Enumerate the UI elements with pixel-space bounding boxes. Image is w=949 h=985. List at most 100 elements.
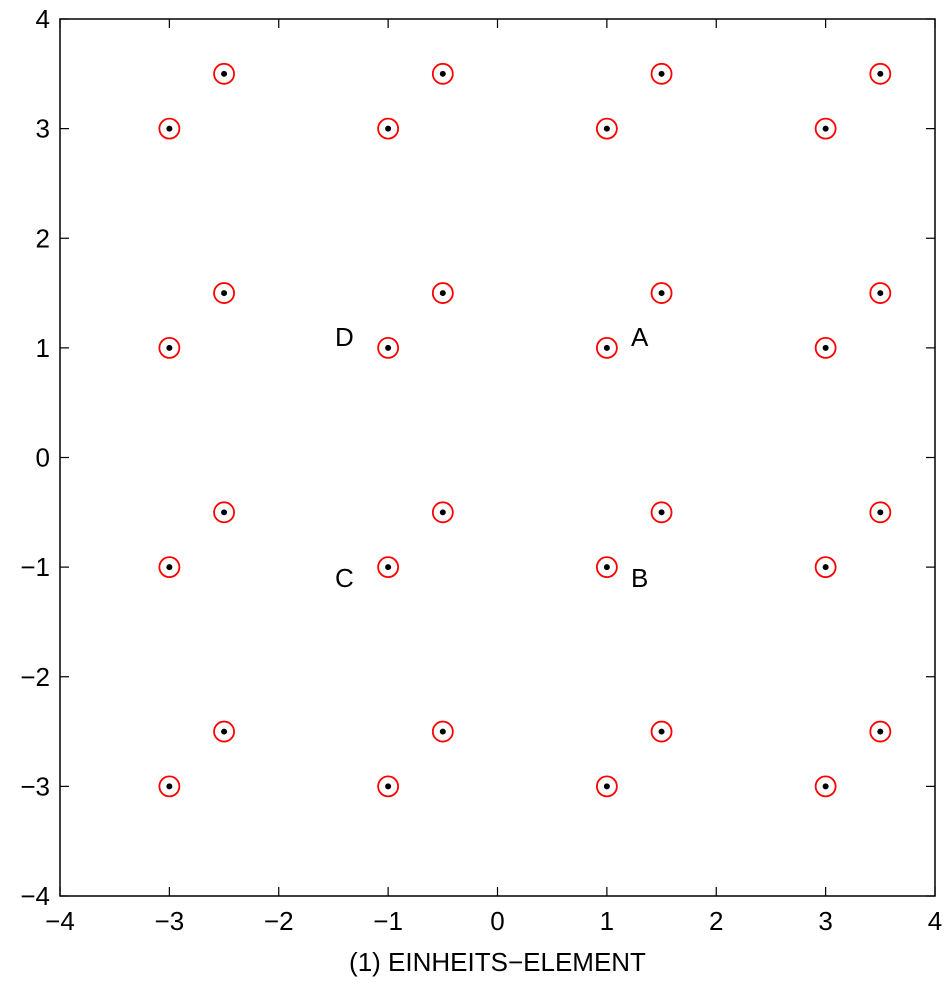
data-point bbox=[650, 62, 673, 85]
data-point bbox=[213, 720, 235, 743]
plot-frame bbox=[59, 18, 936, 897]
point-label-a: A bbox=[631, 322, 649, 352]
data-point bbox=[650, 720, 673, 743]
point-ring bbox=[650, 62, 673, 85]
point-dot bbox=[822, 125, 829, 132]
point-ring bbox=[869, 720, 892, 743]
point-ring bbox=[431, 501, 454, 524]
data-point bbox=[814, 556, 837, 579]
point-dot bbox=[385, 125, 392, 132]
data-point bbox=[213, 62, 235, 85]
point-ring bbox=[869, 501, 892, 524]
data-point bbox=[377, 556, 400, 579]
data-point bbox=[650, 501, 673, 524]
x-tick-label: 2 bbox=[709, 906, 723, 936]
point-ring bbox=[431, 62, 454, 85]
data-point bbox=[814, 117, 837, 140]
point-dot bbox=[822, 344, 829, 351]
data-point bbox=[213, 501, 235, 524]
point-ring bbox=[431, 720, 454, 743]
y-tick-label: −3 bbox=[20, 771, 50, 801]
point-ring bbox=[814, 556, 837, 579]
data-point bbox=[869, 62, 892, 85]
point-ring bbox=[595, 117, 618, 140]
point-ring bbox=[595, 775, 618, 798]
point-ring bbox=[158, 117, 181, 140]
data-point bbox=[869, 720, 892, 743]
x-tick-label: −1 bbox=[373, 906, 403, 936]
y-tick-label: 2 bbox=[36, 223, 50, 253]
data-point bbox=[431, 501, 454, 524]
point-ring bbox=[595, 336, 618, 359]
point-ring bbox=[377, 117, 400, 140]
y-tick-label: 0 bbox=[36, 443, 50, 473]
point-dot bbox=[385, 344, 392, 351]
point-dot bbox=[166, 783, 173, 790]
point-label-b: B bbox=[631, 563, 648, 593]
point-ring bbox=[650, 282, 673, 304]
data-point bbox=[595, 775, 618, 798]
point-dot bbox=[221, 290, 228, 297]
point-ring bbox=[869, 282, 892, 304]
point-ring bbox=[650, 720, 673, 743]
point-ring bbox=[377, 556, 400, 579]
point-label-c: C bbox=[335, 563, 354, 593]
data-point bbox=[158, 775, 181, 798]
data-point bbox=[158, 117, 181, 140]
x-tick-label: −4 bbox=[45, 906, 75, 936]
point-ring bbox=[869, 62, 892, 85]
point-ring bbox=[650, 501, 673, 524]
point-dot bbox=[658, 728, 665, 735]
point-ring bbox=[158, 336, 181, 359]
point-dot bbox=[439, 290, 446, 297]
point-label-d: D bbox=[335, 322, 354, 352]
data-point bbox=[431, 282, 454, 304]
data-point bbox=[377, 117, 400, 140]
point-dot bbox=[877, 509, 884, 516]
point-ring bbox=[595, 556, 618, 579]
data-point bbox=[377, 336, 400, 359]
data-point bbox=[158, 336, 181, 359]
point-dot bbox=[439, 70, 446, 77]
point-dot bbox=[221, 70, 228, 77]
plot-background bbox=[60, 19, 935, 896]
point-dot bbox=[439, 728, 446, 735]
point-dot bbox=[877, 728, 884, 735]
data-points bbox=[158, 62, 892, 798]
point-ring bbox=[158, 556, 181, 579]
point-ring bbox=[213, 720, 235, 743]
point-ring bbox=[158, 775, 181, 798]
y-tick-label: −4 bbox=[20, 881, 50, 911]
point-dot bbox=[877, 70, 884, 77]
point-dot bbox=[166, 564, 173, 571]
point-dot bbox=[385, 783, 392, 790]
point-ring bbox=[213, 282, 235, 304]
point-dot bbox=[658, 70, 665, 77]
x-axis-label: (1) EINHEITS−ELEMENT bbox=[349, 947, 646, 977]
point-ring bbox=[814, 775, 837, 798]
point-dot bbox=[385, 564, 392, 571]
point-dot bbox=[822, 783, 829, 790]
point-dot bbox=[166, 344, 173, 351]
data-point bbox=[814, 775, 837, 798]
point-dot bbox=[221, 728, 228, 735]
point-dot bbox=[166, 125, 173, 132]
point-dot bbox=[439, 509, 446, 516]
point-dot bbox=[603, 344, 610, 351]
point-dot bbox=[822, 564, 829, 571]
data-point bbox=[650, 282, 673, 304]
data-point bbox=[814, 336, 837, 359]
y-tick-label: 3 bbox=[36, 114, 50, 144]
point-annotations: A B C D bbox=[335, 322, 649, 593]
point-dot bbox=[658, 290, 665, 297]
data-point bbox=[377, 775, 400, 798]
point-dot bbox=[603, 564, 610, 571]
data-point bbox=[158, 556, 181, 579]
x-tick-label: −2 bbox=[264, 906, 294, 936]
y-tick-label: 4 bbox=[36, 4, 50, 34]
point-dot bbox=[603, 125, 610, 132]
data-point bbox=[869, 501, 892, 524]
data-point bbox=[595, 117, 618, 140]
point-ring bbox=[213, 62, 235, 85]
